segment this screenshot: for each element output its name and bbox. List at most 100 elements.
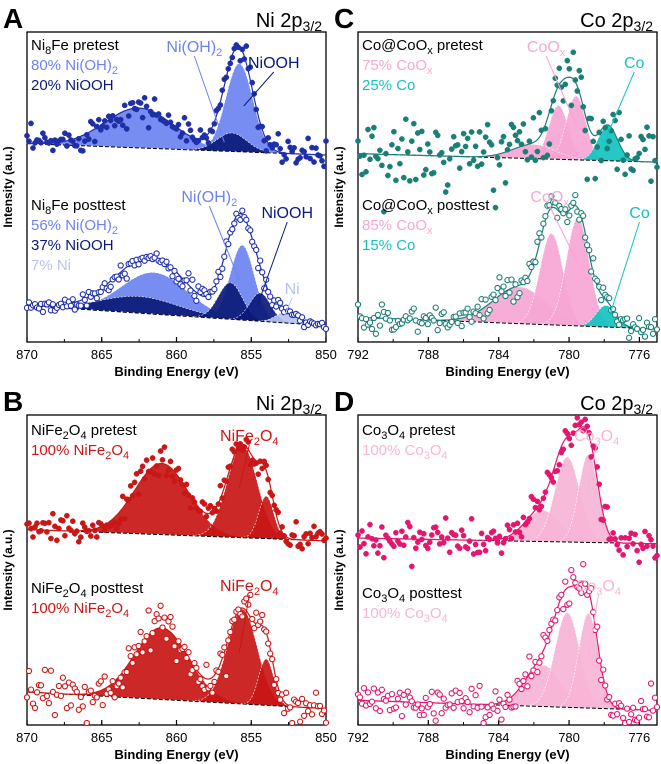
data-point [625,334,633,341]
data-point [263,628,270,635]
data-point [430,317,437,324]
data-point [399,136,405,142]
data-point [38,139,44,146]
data-point [229,54,236,61]
x-axis-label: Binding Energy (eV) [114,364,238,379]
data-point [287,542,293,548]
data-point [389,141,395,148]
data-point [391,128,397,135]
data-point [623,315,631,322]
data-point [211,286,218,293]
data-point [496,533,503,540]
data-point [386,317,394,324]
data-point [478,530,485,537]
data-point [77,302,84,309]
data-point [229,226,236,233]
data-point [534,498,541,505]
data-point [267,650,274,657]
data-point [456,545,463,552]
data-point [371,124,377,131]
data-point [231,449,238,455]
data-point [193,664,200,672]
data-point [619,714,627,722]
component-percentage: 15% Co [362,237,415,254]
data-point [494,540,501,546]
data-point [367,521,373,528]
data-point [580,212,587,219]
data-point [378,686,386,693]
data-point [392,323,400,331]
data-point [119,122,126,129]
data-point [647,680,655,687]
data-point [617,702,625,709]
data-point [135,261,142,268]
sample-name: Ni8Fe pretest [31,37,120,57]
data-point [305,540,311,547]
data-point [364,689,372,696]
data-point [558,591,565,598]
data-point [644,124,650,131]
data-point [291,532,297,539]
peak-label-leader [238,444,250,488]
data-point [121,102,128,109]
data-point [89,522,96,529]
peak-label-leader [256,221,288,307]
data-point [139,649,146,656]
data-point [203,661,210,668]
data-point [418,320,425,327]
data-point [552,199,559,206]
data-point [540,220,547,227]
data-point [185,492,192,498]
data-point [37,682,45,689]
sample-name: NiFe2O4 pretest [31,422,137,442]
data-point [73,688,80,695]
data-point [594,144,601,150]
x-tick-label: 792 [347,730,369,745]
x-tick-label: 780 [558,347,580,362]
data-point [177,477,184,483]
data-point [400,174,407,181]
data-point [498,138,505,145]
data-point [247,64,254,71]
data-point [183,654,190,662]
data-point [494,284,501,292]
data-point [73,143,80,149]
data-point [376,707,384,715]
data-point [366,319,374,326]
data-point [209,128,216,135]
data-point [436,319,443,327]
data-point [143,103,150,110]
data-point [311,523,317,530]
data-point [596,129,603,136]
data-point [145,607,152,614]
peak-label-leader [238,594,250,653]
data-point [492,204,499,211]
data-point [368,698,376,705]
data-point [482,134,489,140]
data-point [502,703,509,711]
data-point [87,687,94,694]
data-point [450,133,457,140]
data-point [446,701,453,708]
data-point [363,550,369,557]
data-point [548,107,555,114]
data-point [265,135,272,141]
data-point [566,212,573,219]
data-point [512,281,519,288]
data-point [494,154,501,161]
data-point [57,692,65,700]
peak-label: NiOOH [248,55,300,72]
data-point [586,246,593,254]
data-point [203,135,210,141]
x-tick-label: 855 [240,730,262,745]
data-point [187,127,194,134]
data-point [167,458,174,465]
plot-frame [357,31,658,343]
data-point [452,532,459,539]
data-point [606,295,613,302]
data-point [151,96,158,102]
data-point [101,673,108,680]
data-point [241,444,248,450]
data-point [217,482,224,489]
peak-label-leader [193,55,225,143]
